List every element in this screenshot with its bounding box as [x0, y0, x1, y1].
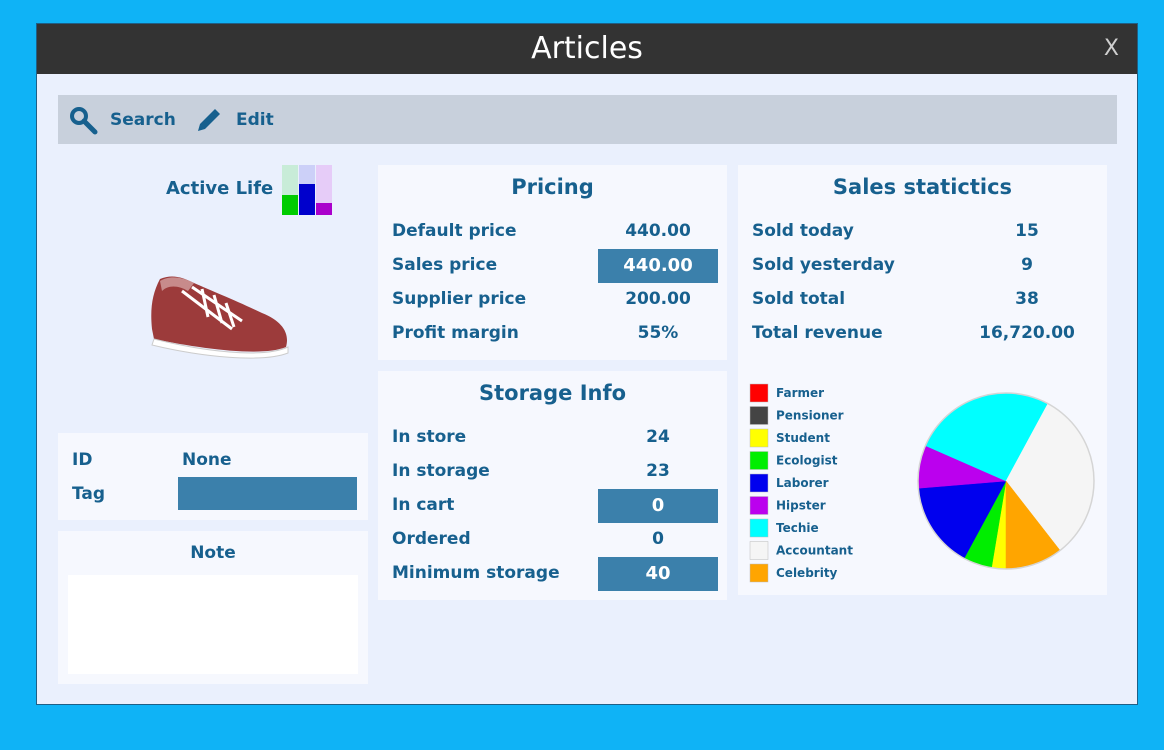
- row-label: Sales price: [392, 255, 498, 275]
- row-value: 15: [1015, 221, 1039, 241]
- tag-label: Tag: [72, 484, 106, 504]
- legend-label: Ecologist: [776, 454, 838, 468]
- pie-outline: [917, 392, 1095, 570]
- row-label: In cart: [392, 495, 455, 515]
- legend-label: Techie: [776, 521, 819, 535]
- legend-label: Pensioner: [776, 409, 844, 423]
- row-label: In storage: [392, 461, 490, 481]
- sales-pie-chart: Farmer Pensioner Student Ecologist Laborer Hi…: [749, 383, 1095, 583]
- value-field[interactable]: 440.00: [598, 249, 718, 283]
- row-value: 16,720.00: [979, 323, 1075, 343]
- row-label: Sold yesterday: [752, 255, 895, 275]
- legend-label: Hipster: [776, 499, 826, 513]
- window-title: Articles: [531, 31, 643, 66]
- panel-heading: Storage Info: [478, 381, 627, 405]
- storage-panel: Storage Info In store 24 In storage 23 In car…: [378, 371, 727, 600]
- row-value: 9: [1021, 255, 1033, 275]
- legend-swatch: [749, 473, 769, 493]
- row-label: In store: [392, 427, 467, 447]
- toolbar: Search Edit: [58, 95, 1117, 144]
- edit-button[interactable]: Edit: [194, 95, 274, 144]
- product-image: [151, 276, 289, 359]
- row-value: 38: [1015, 289, 1039, 309]
- row-label: Total revenue: [752, 323, 883, 343]
- legend-swatch: [749, 496, 769, 515]
- legend-label: Celebrity: [776, 566, 838, 580]
- panel-heading: Sales statictics: [832, 175, 1013, 199]
- row-value: 440.00: [625, 221, 691, 241]
- legend-swatch: [749, 383, 769, 403]
- row-label: Ordered: [392, 529, 471, 549]
- legend-swatch: [749, 518, 769, 538]
- legend-swatch: [749, 563, 769, 583]
- value-field[interactable]: 0: [598, 489, 718, 523]
- close-button[interactable]: X: [1103, 36, 1119, 61]
- window: Articles X Search Edit Active Life ID No…: [36, 23, 1138, 705]
- id-label: ID: [72, 450, 93, 470]
- legend-swatch: [749, 406, 769, 425]
- row-label: Sold today: [752, 221, 854, 241]
- search-label: Search: [110, 109, 176, 130]
- row-label: Profit margin: [392, 323, 519, 343]
- panel-heading: Pricing: [511, 175, 594, 199]
- row-label: Default price: [392, 221, 517, 241]
- product-icon: [282, 165, 332, 215]
- note-input[interactable]: [68, 575, 358, 674]
- row-label: Minimum storage: [392, 563, 560, 583]
- edit-label: Edit: [236, 109, 274, 130]
- title-bar: [37, 24, 1137, 74]
- edit-icon: [198, 108, 220, 131]
- row-label: Supplier price: [392, 289, 527, 309]
- row-value: 24: [646, 427, 670, 447]
- row-label: Sold total: [752, 289, 846, 309]
- product-name: Active Life: [166, 178, 274, 199]
- row-value: 23: [646, 461, 670, 481]
- value-field[interactable]: 40: [598, 557, 718, 591]
- pricing-panel: Pricing Default price 440.00 Sales price 440…: [378, 165, 727, 360]
- legend-swatch: [749, 451, 769, 470]
- legend-label: Farmer: [776, 386, 824, 400]
- tag-input[interactable]: [178, 477, 357, 510]
- search-icon: [70, 106, 98, 134]
- row-value: 200.00: [625, 289, 691, 309]
- legend-swatch: [749, 541, 769, 560]
- sales-panel: Farmer Pensioner Student Ecologist Laborer Hi…: [738, 165, 1107, 595]
- row-value: 55%: [637, 323, 679, 343]
- legend-label: Accountant: [776, 544, 853, 558]
- id-value: None: [182, 450, 232, 470]
- legend-label: Laborer: [776, 476, 829, 490]
- search-button[interactable]: Search: [68, 95, 176, 144]
- note-label: Note: [190, 543, 236, 563]
- legend-label: Student: [776, 431, 830, 445]
- legend-swatch: [749, 428, 769, 448]
- row-value: 0: [652, 529, 664, 549]
